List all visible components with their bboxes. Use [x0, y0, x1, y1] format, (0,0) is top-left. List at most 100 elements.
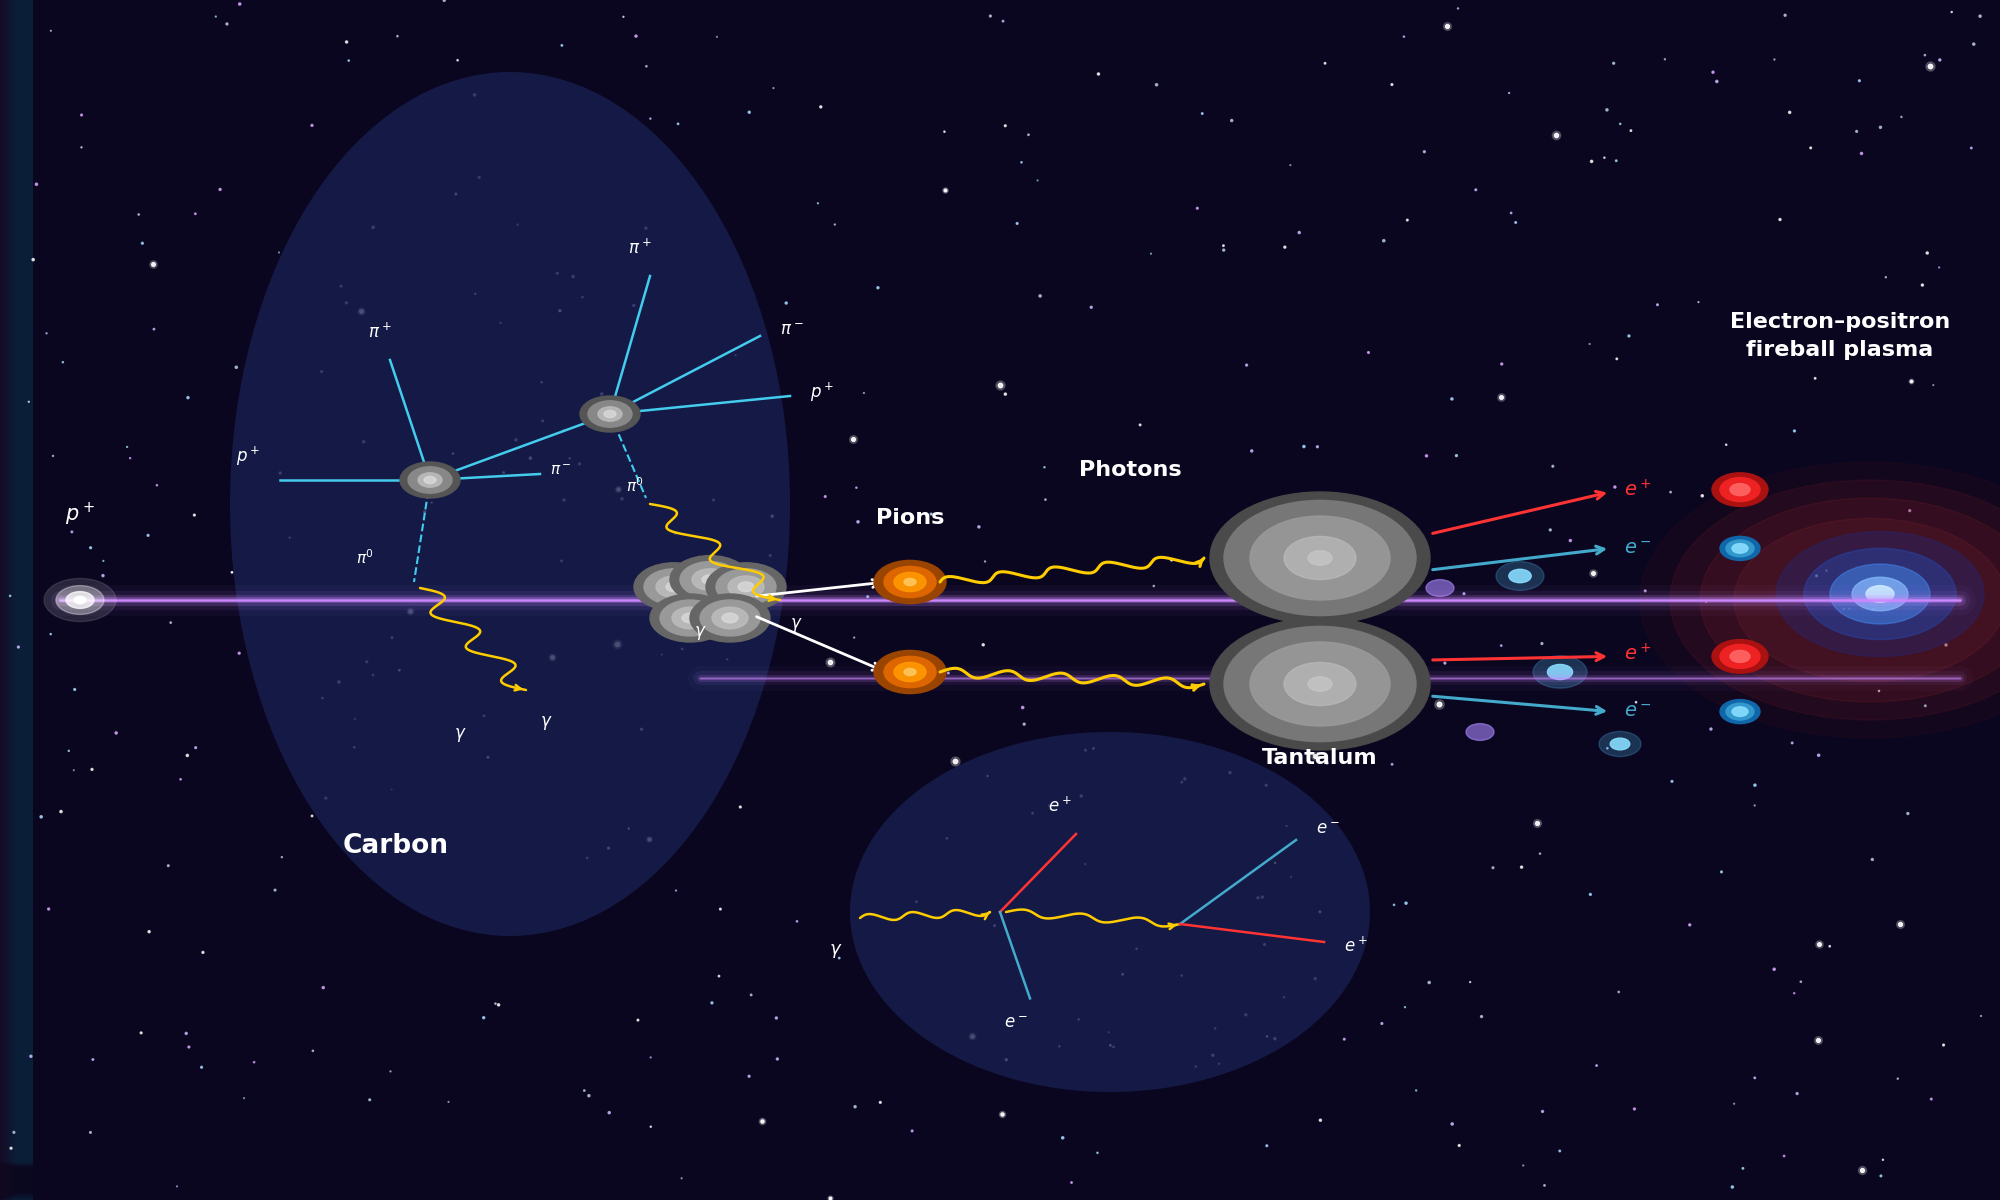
- Text: $\gamma$: $\gamma$: [830, 942, 842, 960]
- Point: [852, 587, 884, 606]
- Point: [1774, 103, 1806, 122]
- Circle shape: [1726, 703, 1754, 720]
- Text: $\pi^+$: $\pi^+$: [628, 239, 652, 258]
- Point: [1598, 54, 1630, 73]
- Point: [1422, 695, 1454, 714]
- Bar: [0, 0, 18, 1200]
- Circle shape: [588, 401, 632, 427]
- Circle shape: [884, 566, 936, 598]
- Point: [760, 1008, 792, 1027]
- Bar: [0, 1171, 2000, 1192]
- Point: [626, 720, 658, 739]
- Circle shape: [1250, 516, 1390, 600]
- Point: [1230, 1006, 1262, 1025]
- Circle shape: [1284, 662, 1356, 706]
- Bar: [8, 0, 24, 1200]
- Point: [814, 1189, 846, 1200]
- Point: [1454, 972, 1486, 991]
- Circle shape: [1250, 642, 1390, 726]
- Bar: [2, 0, 20, 1200]
- Point: [572, 848, 604, 868]
- Circle shape: [904, 668, 916, 676]
- Bar: [14, 0, 30, 1200]
- Bar: [0, 1170, 2000, 1190]
- Bar: [2, 0, 18, 1200]
- Point: [646, 644, 678, 664]
- Point: [186, 943, 218, 962]
- Point: [152, 856, 184, 875]
- Point: [32, 900, 64, 919]
- Point: [682, 622, 714, 641]
- Point: [338, 709, 370, 728]
- Point: [1918, 376, 1950, 395]
- Point: [1388, 997, 1420, 1016]
- Bar: [2, 0, 18, 1200]
- Bar: [2, 0, 18, 1200]
- Bar: [12, 0, 28, 1200]
- Bar: [12, 0, 30, 1200]
- Bar: [4, 0, 22, 1200]
- Bar: [8, 0, 24, 1200]
- Point: [1738, 796, 1770, 815]
- Point: [938, 751, 970, 770]
- Point: [1540, 126, 1572, 145]
- Point: [1216, 110, 1248, 130]
- Bar: [2, 0, 20, 1200]
- Point: [56, 522, 88, 541]
- Point: [326, 276, 358, 295]
- Bar: [0, 1178, 2000, 1199]
- Point: [458, 85, 490, 104]
- Bar: [16, 0, 32, 1200]
- Point: [700, 28, 732, 47]
- Point: [956, 1026, 988, 1045]
- Point: [12, 392, 44, 412]
- Point: [1804, 935, 1836, 954]
- Circle shape: [1548, 665, 1572, 679]
- Point: [1706, 863, 1738, 882]
- Point: [1814, 937, 1846, 956]
- Point: [330, 32, 362, 52]
- Point: [660, 524, 692, 544]
- Point: [1400, 1081, 1432, 1100]
- Text: $\gamma$: $\gamma$: [790, 616, 802, 634]
- Circle shape: [400, 462, 460, 498]
- Point: [1256, 547, 1288, 566]
- Point: [416, 493, 448, 512]
- Point: [46, 802, 78, 821]
- Bar: [0, 1166, 2000, 1187]
- Text: $e^+$: $e^+$: [1344, 936, 1368, 955]
- Bar: [4, 0, 20, 1200]
- Bar: [0, 1164, 2000, 1184]
- Point: [322, 672, 354, 691]
- Point: [330, 293, 362, 312]
- Point: [1544, 1141, 1576, 1160]
- Point: [1062, 1010, 1094, 1030]
- Bar: [0, 1172, 2000, 1193]
- Point: [134, 922, 166, 941]
- Bar: [0, 1164, 2000, 1184]
- Point: [432, 1092, 464, 1111]
- Point: [546, 36, 578, 55]
- Point: [1758, 50, 1790, 70]
- Point: [632, 830, 664, 850]
- Point: [220, 358, 252, 377]
- Bar: [0, 1160, 2000, 1181]
- Point: [20, 175, 52, 194]
- Point: [1870, 268, 1902, 287]
- Text: $e^-$: $e^-$: [1316, 820, 1340, 838]
- Point: [1398, 557, 1430, 576]
- Circle shape: [1720, 700, 1760, 724]
- Point: [1884, 914, 1916, 934]
- Point: [956, 1026, 988, 1045]
- Bar: [0, 1174, 2000, 1193]
- Point: [1444, 1136, 1476, 1156]
- Bar: [2, 0, 18, 1200]
- Point: [1924, 50, 1956, 70]
- Circle shape: [580, 396, 640, 432]
- Circle shape: [1496, 562, 1544, 590]
- Point: [1694, 720, 1726, 739]
- Bar: [2, 0, 20, 1200]
- Point: [1604, 114, 1636, 133]
- Point: [306, 362, 338, 382]
- Circle shape: [1700, 498, 2000, 702]
